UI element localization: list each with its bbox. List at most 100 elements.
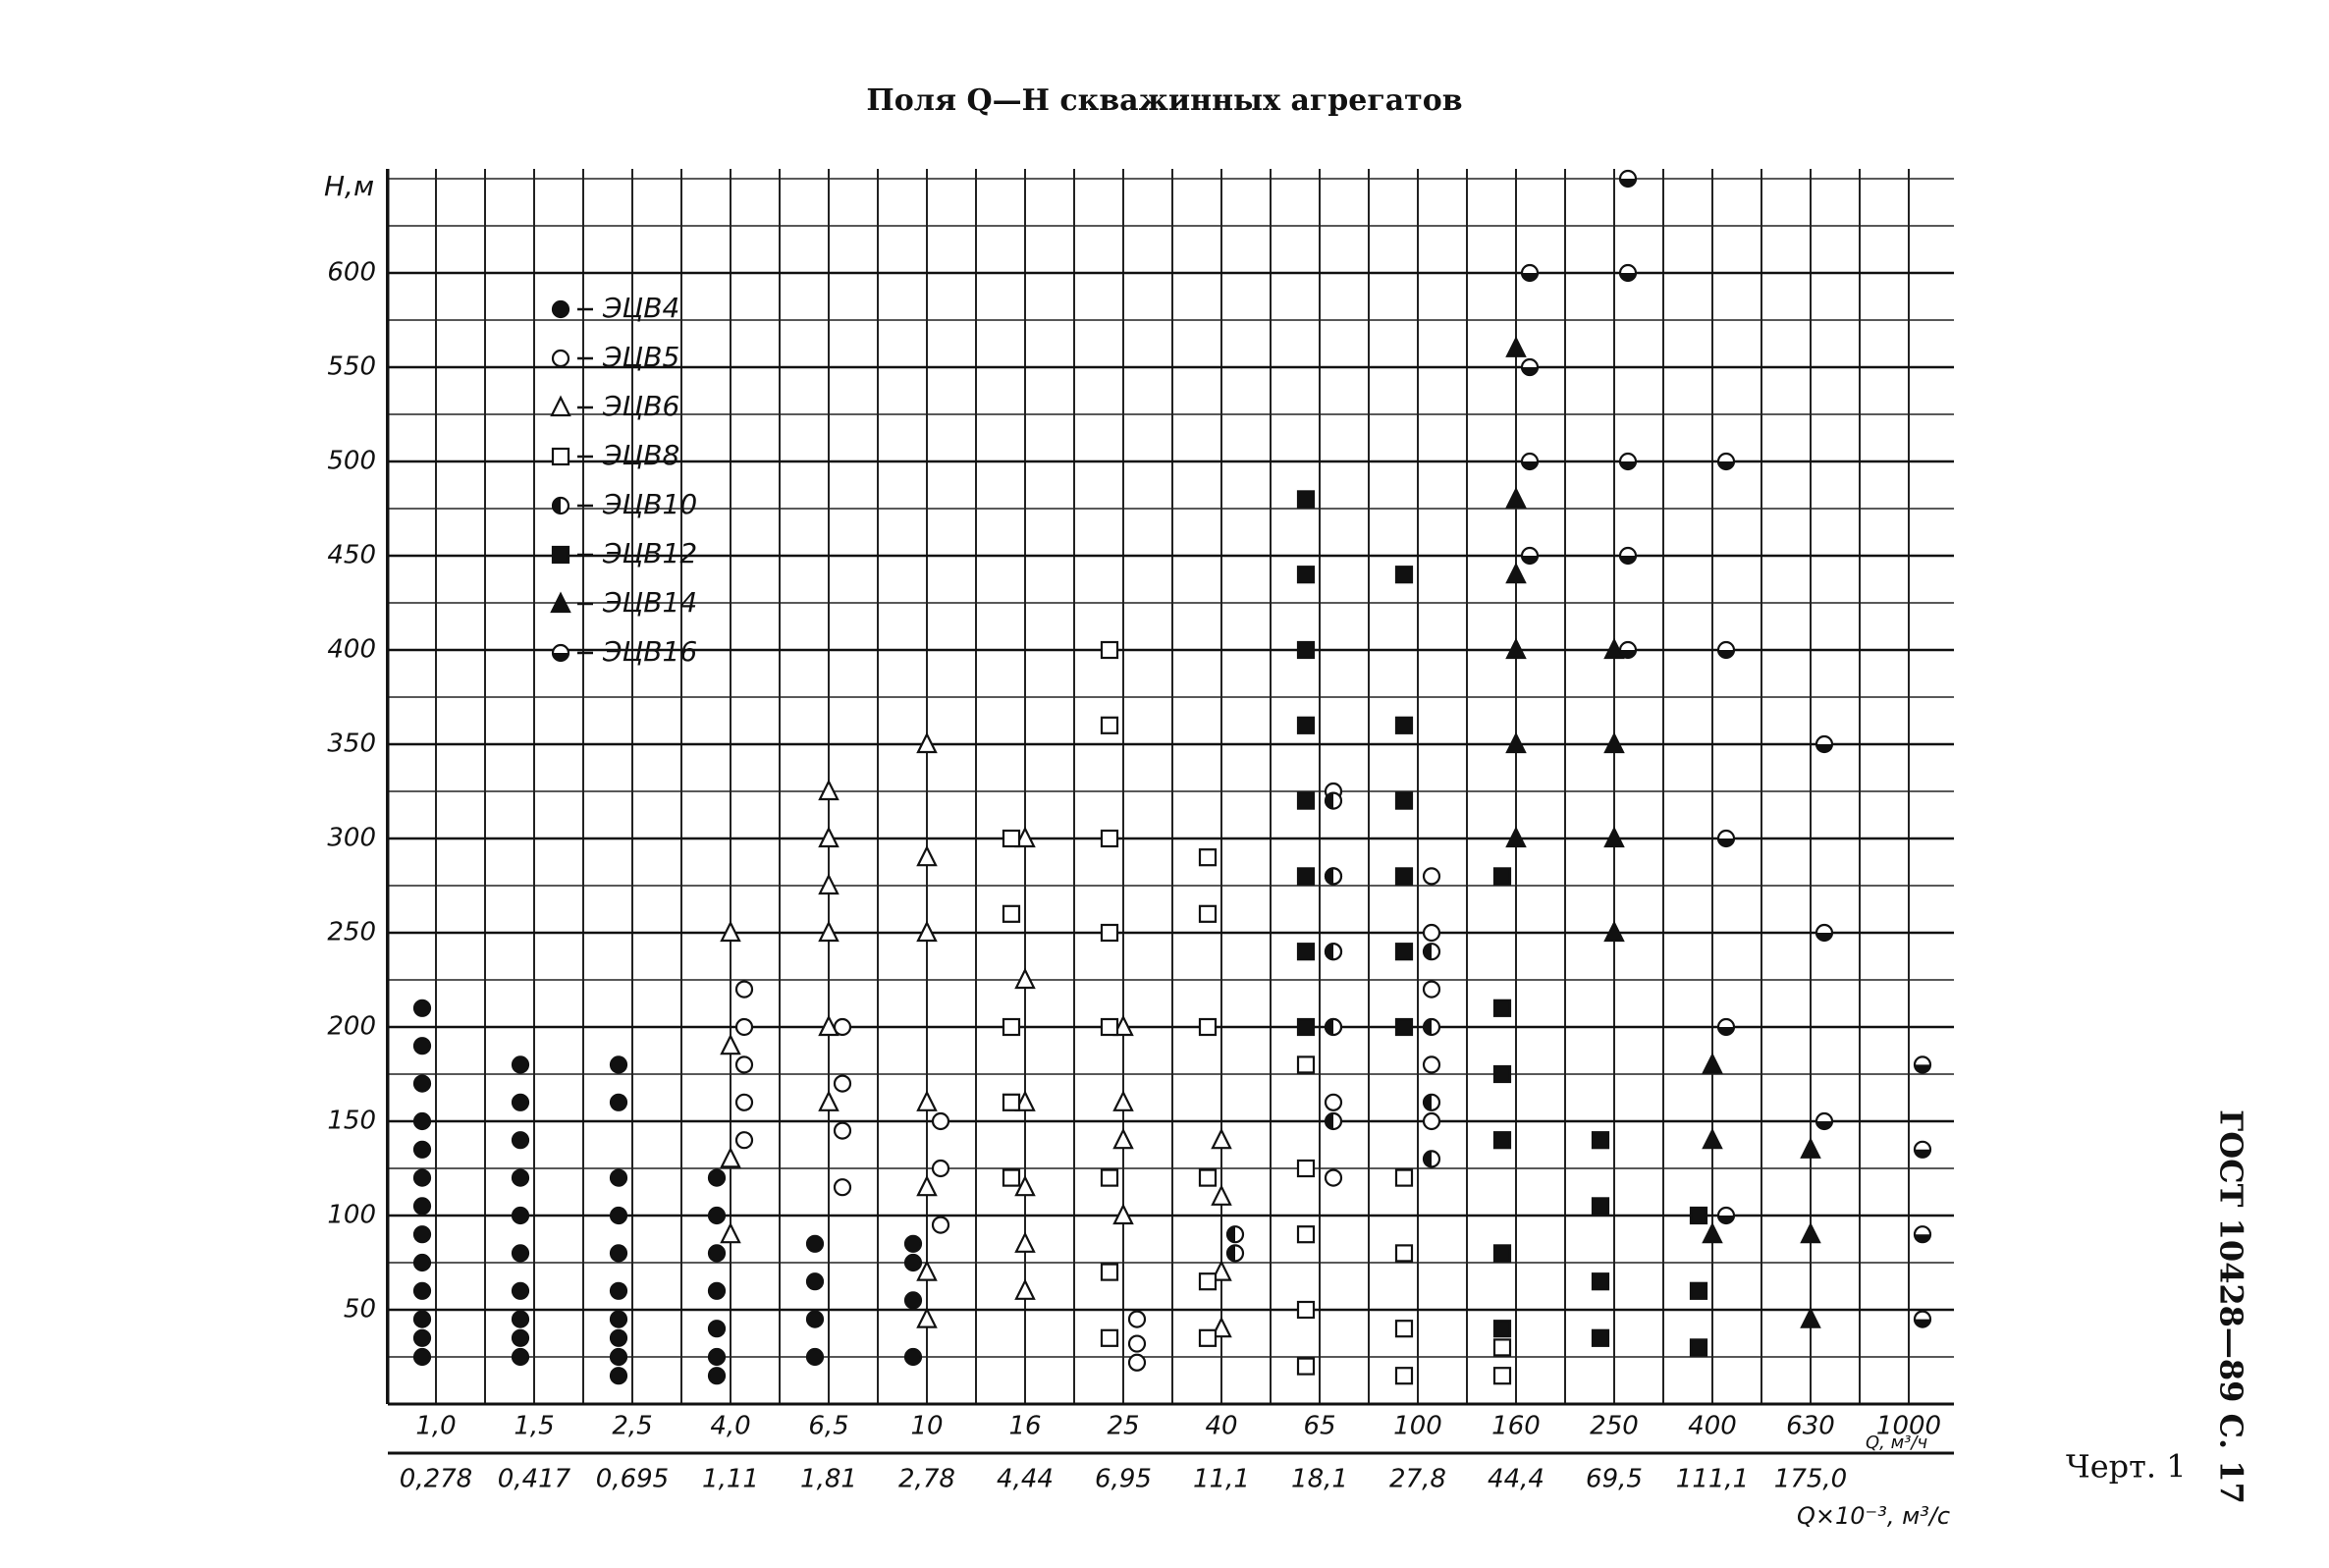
marker bbox=[1324, 867, 1343, 886]
marker-shape bbox=[903, 1234, 923, 1253]
marker bbox=[1492, 1131, 1512, 1150]
marker bbox=[734, 1017, 754, 1037]
marker-shape bbox=[1492, 867, 1512, 886]
marker-shape bbox=[412, 1347, 432, 1367]
marker-shape bbox=[1492, 1320, 1512, 1338]
marker bbox=[609, 1281, 628, 1300]
marker bbox=[1296, 791, 1316, 810]
marker-shape bbox=[1112, 1090, 1134, 1111]
x2-tick-label: 1,81 bbox=[800, 1465, 857, 1494]
marker-shape bbox=[1198, 904, 1218, 923]
marker-shape bbox=[1603, 637, 1625, 660]
marker bbox=[609, 1367, 628, 1385]
marker bbox=[916, 1307, 938, 1328]
legend-marker bbox=[551, 496, 570, 515]
marker-shape bbox=[805, 1234, 825, 1253]
marker-shape bbox=[707, 1367, 727, 1385]
x-tick-label: 4,0 bbox=[710, 1412, 750, 1441]
marker bbox=[805, 1234, 825, 1253]
marker-shape bbox=[1296, 1159, 1316, 1178]
marker bbox=[1014, 1090, 1036, 1111]
marker-shape bbox=[412, 1037, 432, 1055]
marker-shape bbox=[1394, 1320, 1414, 1338]
marker-shape bbox=[1296, 1300, 1316, 1320]
marker bbox=[1296, 490, 1316, 509]
marker bbox=[1002, 1168, 1021, 1187]
y-tick-label: 350 bbox=[327, 730, 376, 759]
marker bbox=[707, 1347, 727, 1367]
marker-shape bbox=[1296, 867, 1316, 886]
marker bbox=[1014, 1231, 1036, 1253]
marker-shape bbox=[1689, 1206, 1708, 1225]
marker-shape bbox=[1014, 1231, 1036, 1253]
marker-half bbox=[1424, 1151, 1432, 1167]
x-tick-label: 65 bbox=[1303, 1412, 1335, 1441]
marker-shape bbox=[1689, 1338, 1708, 1357]
marker-shape bbox=[1394, 943, 1414, 961]
marker-shape bbox=[916, 1090, 938, 1111]
marker-shape bbox=[1422, 980, 1441, 999]
marker-shape bbox=[1198, 1272, 1218, 1291]
marker bbox=[916, 920, 938, 943]
marker-shape bbox=[931, 1216, 950, 1234]
marker bbox=[903, 1253, 923, 1272]
marker bbox=[1689, 1281, 1708, 1300]
marker bbox=[1422, 1111, 1441, 1131]
marker-shape bbox=[1591, 1197, 1610, 1216]
marker bbox=[1505, 731, 1527, 754]
marker bbox=[1520, 357, 1540, 377]
x2-tick-label: 27,8 bbox=[1389, 1465, 1446, 1494]
marker bbox=[1800, 1137, 1821, 1159]
marker-shape bbox=[1211, 1184, 1232, 1206]
marker bbox=[1505, 637, 1527, 660]
marker-shape bbox=[1492, 1131, 1512, 1150]
marker bbox=[1002, 1017, 1021, 1037]
marker-shape bbox=[511, 1206, 530, 1225]
marker bbox=[1394, 1367, 1414, 1385]
marker bbox=[1618, 452, 1638, 471]
marker-shape bbox=[412, 1281, 432, 1300]
marker bbox=[1505, 562, 1527, 584]
marker bbox=[833, 1121, 852, 1140]
marker-shape bbox=[1603, 920, 1625, 943]
marker-shape bbox=[1014, 1278, 1036, 1300]
marker bbox=[412, 1347, 432, 1367]
marker bbox=[511, 1281, 530, 1300]
legend-label: ЭЦВ12 bbox=[602, 537, 697, 569]
marker bbox=[1591, 1131, 1610, 1150]
marker bbox=[1225, 1225, 1245, 1244]
marker-shape bbox=[511, 1055, 530, 1074]
legend-label: ЭЦВ10 bbox=[602, 488, 697, 520]
x-tick-label: 25 bbox=[1107, 1412, 1139, 1441]
marker-half bbox=[1326, 1019, 1333, 1035]
marker bbox=[511, 1310, 530, 1328]
x-tick-label: 630 bbox=[1786, 1412, 1835, 1441]
marker-shape bbox=[1394, 716, 1414, 734]
x2-axis-label: Q×10⁻³, м³/с bbox=[1797, 1502, 1950, 1530]
marker-half bbox=[1816, 744, 1832, 752]
marker-shape bbox=[511, 1093, 530, 1111]
marker-half bbox=[1816, 1121, 1832, 1129]
marker bbox=[511, 1055, 530, 1074]
marker bbox=[1492, 867, 1512, 886]
marker-half bbox=[1718, 838, 1734, 846]
marker-shape bbox=[720, 1221, 741, 1244]
marker-shape bbox=[1702, 1127, 1723, 1150]
marker-shape bbox=[1591, 1131, 1610, 1150]
marker-shape bbox=[916, 1260, 938, 1281]
marker-shape bbox=[734, 1131, 754, 1150]
legend-item: ЭЦВ16 bbox=[551, 635, 697, 668]
marker bbox=[1324, 1111, 1343, 1131]
marker-shape bbox=[1112, 1014, 1134, 1037]
marker bbox=[1324, 1017, 1343, 1037]
marker-shape bbox=[1198, 1328, 1218, 1347]
legend-marker bbox=[551, 299, 570, 319]
legend-item: ЭЦВ8 bbox=[551, 439, 679, 471]
marker-shape bbox=[903, 1291, 923, 1310]
x2-tick-label: 2,78 bbox=[898, 1465, 955, 1494]
marker-shape bbox=[818, 826, 840, 848]
marker bbox=[1198, 1168, 1218, 1187]
marker-shape bbox=[1100, 829, 1119, 848]
marker bbox=[511, 1347, 530, 1367]
marker-half bbox=[1522, 273, 1538, 281]
